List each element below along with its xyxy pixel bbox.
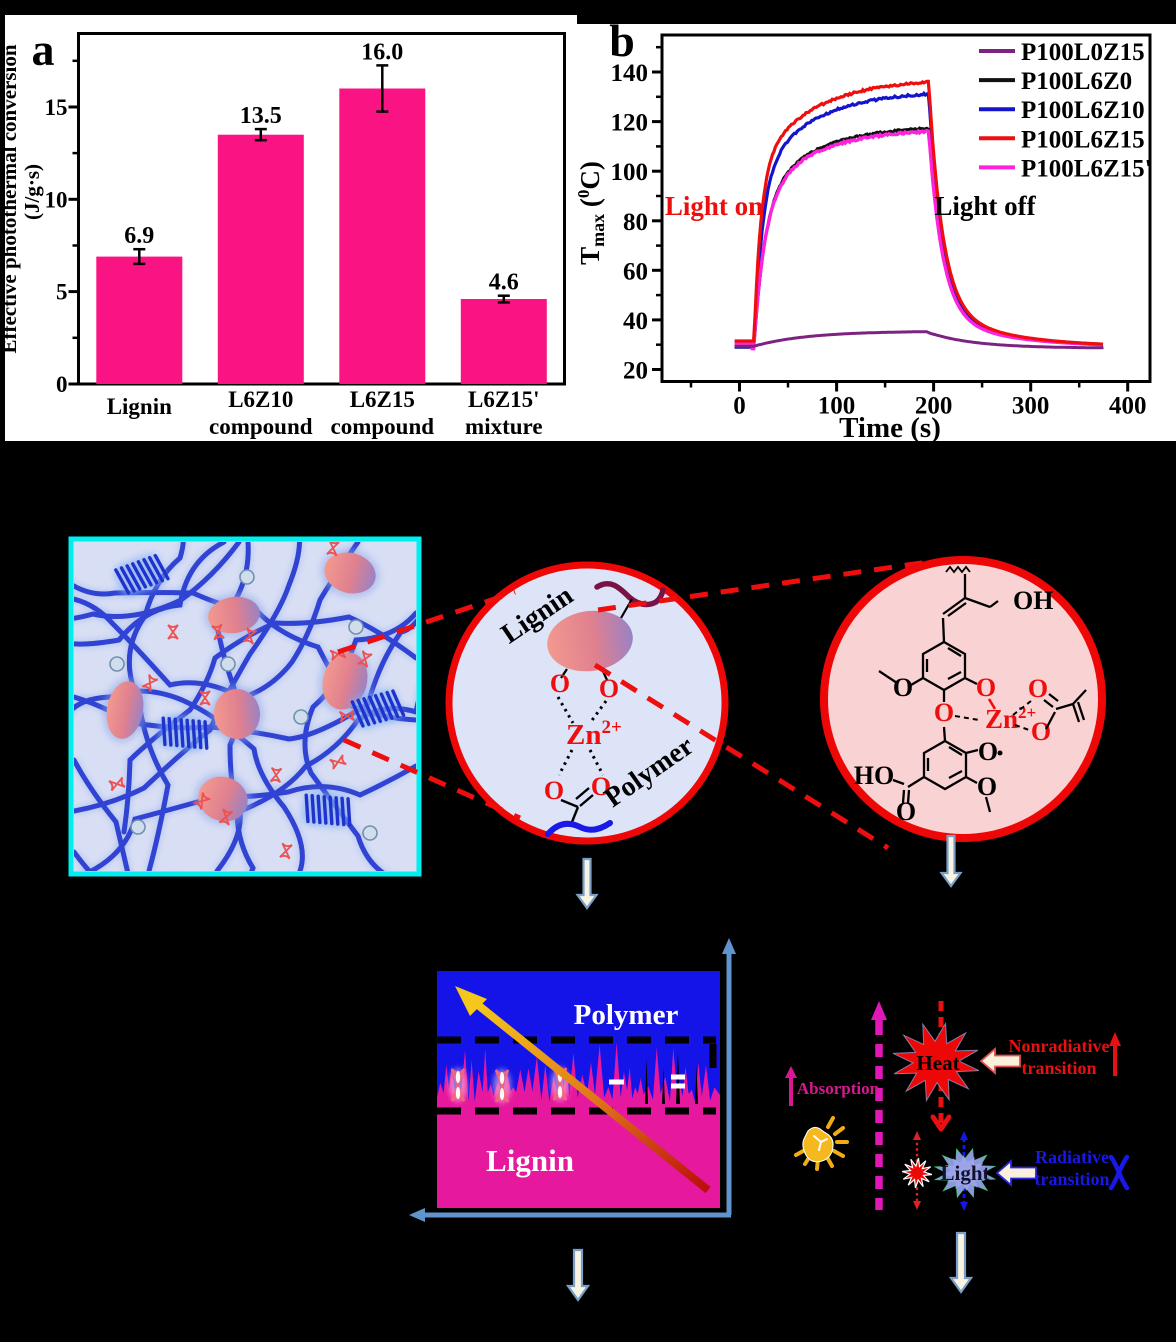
svg-text:(J/g·s): (J/g·s) xyxy=(20,164,44,220)
svg-text:400: 400 xyxy=(1109,393,1147,420)
svg-text:O: O xyxy=(1028,674,1048,703)
svg-text:Nonradiative: Nonradiative xyxy=(1009,1036,1110,1056)
svg-text:80: 80 xyxy=(623,209,648,236)
svg-text:Tmax (0C): Tmax (0C) xyxy=(574,161,608,265)
svg-text:5: 5 xyxy=(56,280,68,305)
svg-text:L6Z15': L6Z15' xyxy=(468,387,540,412)
svg-text:O: O xyxy=(934,698,954,727)
svg-text:13.5: 13.5 xyxy=(240,103,282,129)
svg-text:O: O xyxy=(544,776,564,805)
svg-text:40: 40 xyxy=(623,308,648,335)
svg-text:Time (s): Time (s) xyxy=(839,412,941,444)
svg-text:Polymer: Polymer xyxy=(574,999,679,1031)
svg-text:b: b xyxy=(609,15,635,66)
svg-text:O: O xyxy=(1031,717,1051,746)
svg-text:Absorption: Absorption xyxy=(797,1079,880,1098)
svg-text:OH: OH xyxy=(1013,586,1053,615)
svg-text:O: O xyxy=(976,673,996,702)
svg-text:transition: transition xyxy=(1034,1169,1109,1189)
svg-text:10: 10 xyxy=(45,187,68,212)
svg-text:60: 60 xyxy=(623,258,648,285)
svg-text:P100L6Z0: P100L6Z0 xyxy=(1021,68,1132,95)
svg-text:O: O xyxy=(978,737,998,766)
svg-text:O: O xyxy=(896,797,916,826)
svg-text:P100L6Z15': P100L6Z15' xyxy=(1021,155,1152,182)
svg-text:Lignin: Lignin xyxy=(107,394,172,419)
svg-text:300: 300 xyxy=(1012,393,1050,420)
svg-text:6.9: 6.9 xyxy=(124,223,154,249)
svg-text:HO: HO xyxy=(854,761,894,790)
svg-text:a: a xyxy=(32,24,55,75)
svg-text:mixture: mixture xyxy=(465,414,543,439)
svg-text:16.0: 16.0 xyxy=(361,39,403,65)
svg-text:100: 100 xyxy=(611,159,649,186)
svg-text:P100L6Z10: P100L6Z10 xyxy=(1021,97,1145,124)
svg-text:Heat: Heat xyxy=(916,1051,959,1075)
svg-text:Effective photothermal convers: Effective photothermal conversion xyxy=(0,44,21,353)
svg-text:compound: compound xyxy=(331,414,435,439)
svg-text:P100L0Z15: P100L0Z15 xyxy=(1021,39,1145,66)
svg-text:O: O xyxy=(599,674,619,703)
svg-text:Light: Light xyxy=(940,1161,989,1185)
svg-text:transition: transition xyxy=(1021,1058,1096,1078)
svg-text:O: O xyxy=(550,669,570,698)
svg-text:140: 140 xyxy=(611,60,649,87)
svg-text:O: O xyxy=(977,772,997,801)
svg-text:100: 100 xyxy=(818,393,856,420)
svg-text:L6Z10: L6Z10 xyxy=(228,387,293,412)
svg-text:20: 20 xyxy=(623,358,648,385)
svg-text:Lignin: Lignin xyxy=(486,1143,574,1178)
svg-text:compound: compound xyxy=(209,414,313,439)
svg-text:L6Z15: L6Z15 xyxy=(350,387,415,412)
svg-text:P100L6Z15: P100L6Z15 xyxy=(1021,126,1145,153)
svg-text:200: 200 xyxy=(915,393,953,420)
svg-text:0: 0 xyxy=(56,372,68,397)
svg-text:120: 120 xyxy=(611,110,649,137)
svg-text:4.6: 4.6 xyxy=(489,270,519,296)
svg-text:O: O xyxy=(591,772,611,801)
svg-text:Light off: Light off xyxy=(934,191,1036,221)
svg-text:0: 0 xyxy=(733,393,746,420)
svg-text:Light on: Light on xyxy=(665,191,763,221)
svg-text:Radiative: Radiative xyxy=(1035,1147,1109,1167)
svg-text:15: 15 xyxy=(45,95,68,120)
svg-text:O: O xyxy=(893,673,913,702)
